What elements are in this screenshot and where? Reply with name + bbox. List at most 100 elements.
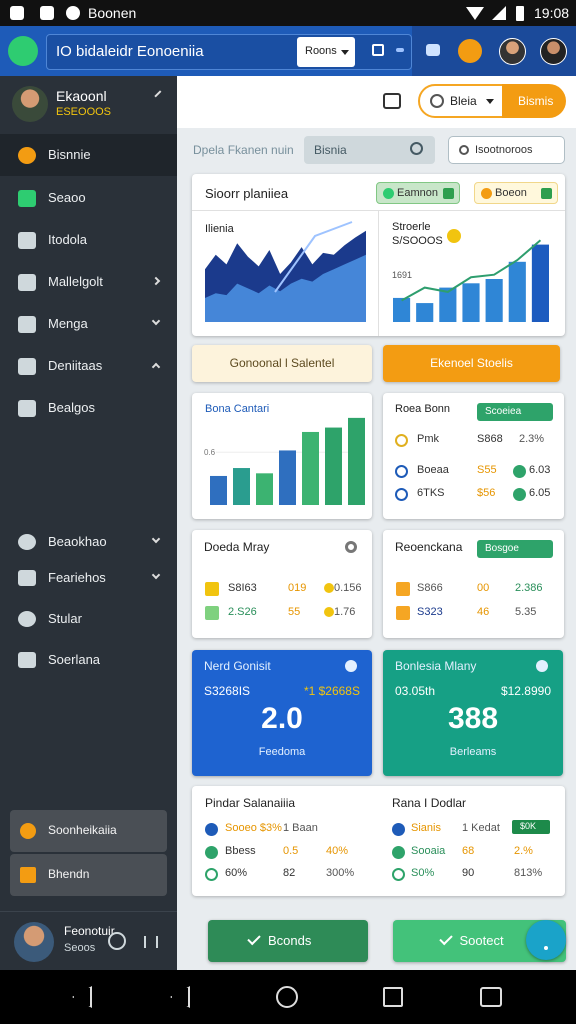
row-text: S866 [417, 582, 443, 594]
action-button[interactable]: Ekenoel Stoelis [383, 345, 560, 382]
menu-icon [18, 190, 36, 207]
filter-label: Isootnoroos [475, 144, 533, 156]
row-icon [205, 606, 219, 620]
area-series [205, 254, 366, 322]
card-icon [20, 823, 36, 839]
status-time: 19:08 [534, 5, 570, 21]
menu-item[interactable]: Itodola [48, 232, 88, 247]
toolbar-button[interactable]: Bismis [502, 84, 566, 118]
blue-card: Nerd Gonisit S3268IS *1 $2668S 2.0 Feedoma [192, 650, 372, 776]
search-label: Dpela Fkanen nuin [193, 143, 294, 157]
card-icon[interactable] [536, 660, 548, 672]
status-icon [66, 6, 80, 20]
app-title: IO bidaleidr Eonoeniia [56, 43, 204, 60]
row-text: 300% [326, 867, 355, 879]
action-button[interactable]: Gonoonal l Salentel [192, 345, 372, 382]
bottom-button-label: Sootect [459, 933, 504, 948]
chip[interactable]: Scoeiea [477, 403, 553, 421]
stat-big: 2.0 [261, 702, 303, 735]
menu-item[interactable]: Seaoo [48, 190, 86, 205]
filter-button[interactable]: Isootnoroos [448, 136, 565, 164]
bar [393, 297, 411, 322]
nav-back[interactable] [170, 986, 190, 1008]
row-text: 813% [514, 867, 543, 879]
row-text: S8I63 [228, 582, 257, 594]
trend-arrow [274, 221, 353, 293]
row-text: S55 [477, 464, 497, 476]
dropdown-label: Roons [305, 45, 337, 57]
avatar[interactable] [540, 38, 567, 65]
menu-item[interactable]: Mallelgolt [48, 274, 103, 289]
signal-icon [492, 6, 506, 20]
chip[interactable]: Bosgoe [477, 540, 553, 558]
menu-item[interactable]: Bisnnie [48, 147, 91, 162]
summary-card: Pindar Salanaiiia Rana I Dodlar Sooeo $3% 1… [192, 786, 565, 896]
bar [439, 287, 457, 322]
card-title: Roea Bonn [395, 403, 451, 415]
bottom-button[interactable]: Bconds [208, 920, 368, 962]
chip-icon [481, 188, 492, 199]
row-text: 68 [462, 845, 475, 857]
notify-button[interactable] [458, 39, 482, 63]
stat-right: $12.8990 [500, 684, 551, 698]
row-text: 019 [288, 582, 307, 594]
menu-item[interactable]: Menga [48, 316, 88, 331]
stat-foot: Feedoma [258, 746, 306, 758]
teal-card: Bonlesia Mlany 03.05th $12.8990 388 Berleams [383, 650, 563, 776]
nav-recent[interactable] [383, 987, 403, 1007]
side-card-label: Soonheikaiia [48, 823, 117, 837]
dropdown[interactable]: Roons [297, 37, 355, 67]
bar-card: Bona Cantari 0.6 [192, 393, 372, 519]
search-box[interactable]: Bisnia [304, 136, 435, 164]
bar [325, 427, 342, 505]
share-icon[interactable] [372, 44, 384, 56]
user-name: Ekaoonl [56, 88, 107, 104]
sort-icon[interactable] [144, 936, 158, 948]
row-text: Sooeo $3% [225, 822, 282, 834]
chart: Ilienia Stroerle S/SOOOS 1691 [205, 221, 549, 322]
bar [279, 450, 296, 505]
chip-icon [443, 188, 454, 199]
gear-icon[interactable] [345, 541, 357, 553]
search-icon[interactable] [108, 932, 126, 950]
chip[interactable]: Boeon [474, 182, 558, 204]
footer-name: Feonotuir [64, 924, 115, 938]
help-button[interactable] [526, 920, 566, 960]
menu-item[interactable]: Deniitaas [48, 358, 103, 373]
row-text: Sianis [411, 822, 441, 834]
nav-menu[interactable] [480, 987, 502, 1007]
toolbar-dropdown[interactable]: Bleia [418, 84, 508, 118]
menu-item[interactable]: Feariehos [48, 570, 106, 585]
home-icon[interactable] [383, 93, 401, 109]
row-text: Bbess [225, 845, 256, 857]
check-icon [395, 488, 408, 501]
nav-home[interactable] [276, 986, 298, 1008]
tool-icon[interactable] [426, 44, 440, 56]
chevron [151, 570, 161, 580]
side-card[interactable]: Bhendn [10, 854, 167, 896]
footer-line [0, 911, 177, 912]
avatar[interactable] [499, 38, 526, 65]
menu-icon [18, 274, 36, 291]
menu-button[interactable] [8, 36, 38, 66]
bottom-button-label: Bconds [268, 933, 312, 948]
check-icon [205, 868, 218, 881]
menu-item[interactable]: Stular [48, 611, 82, 626]
menu-item[interactable]: Soerlana [48, 652, 101, 667]
chip[interactable]: Eamnon [376, 182, 460, 204]
nav-back[interactable] [72, 986, 92, 1008]
dots-icon [396, 48, 404, 52]
menu-item[interactable]: Beaokhao [48, 534, 107, 549]
row-text: 2.3% [519, 433, 545, 445]
chart-label: Ilienia [205, 223, 235, 235]
row-text: 60% [225, 867, 248, 879]
row-text: 90 [462, 867, 475, 879]
menu-item[interactable]: Bealgos [48, 400, 95, 415]
toolbar: Bleia Bismis [177, 76, 576, 128]
row-text: 55 [288, 606, 301, 618]
check-icon [438, 931, 453, 946]
filter-icon [459, 145, 469, 155]
card-icon[interactable] [345, 660, 357, 672]
bar [485, 279, 503, 322]
side-card[interactable]: Soonheikaiia [10, 810, 167, 852]
